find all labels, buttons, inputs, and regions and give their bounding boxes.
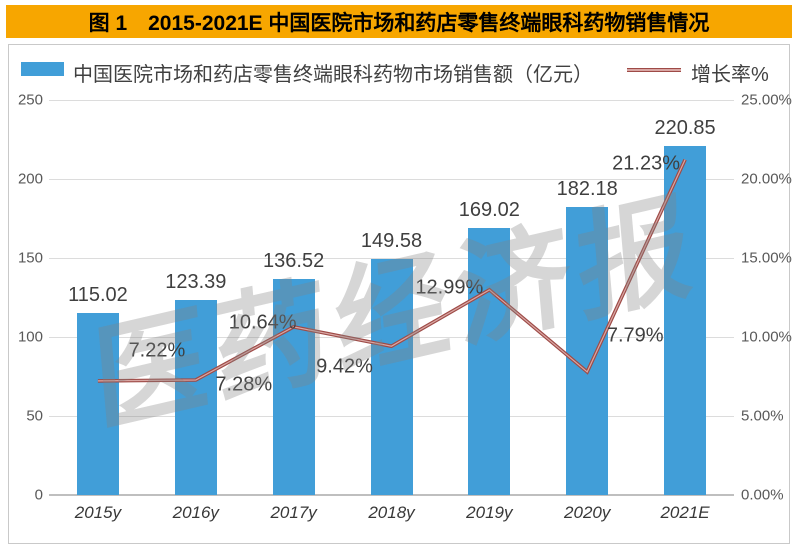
- growth-rate-label: 12.99%: [415, 276, 484, 299]
- x-axis-category-label: 2018y: [368, 503, 415, 522]
- x-axis-line: [49, 494, 734, 496]
- left-axis-tick-label: 0: [34, 486, 43, 504]
- growth-rate-label: 10.64%: [228, 311, 297, 334]
- x-axis-category-label: 2020y: [564, 503, 611, 522]
- bar-value-label: 169.02: [458, 198, 520, 221]
- bar: [76, 313, 119, 495]
- left-axis-tick-label: 100: [17, 328, 43, 346]
- growth-rate-label: 9.42%: [316, 355, 373, 378]
- right-axis-tick-label: 5.00%: [741, 407, 784, 425]
- left-axis-tick-label: 250: [17, 91, 43, 109]
- legend-bar-label: 中国医院市场和药店零售终端眼科药物市场销售额（亿元）: [73, 64, 593, 86]
- right-axis-tick-label: 15.00%: [741, 249, 792, 267]
- legend-line-swatch: [627, 68, 681, 72]
- bar-value-label: 149.58: [360, 229, 423, 252]
- figure-title: 图 1 2015-2021E 中国医院市场和药店零售终端眼科药物销售情况: [88, 11, 710, 35]
- legend-bar-swatch: [21, 62, 64, 76]
- bar-value-label: 182.18: [556, 178, 618, 201]
- legend-line-label: 增长率%: [691, 64, 769, 86]
- bar-value-label: 115.02: [68, 284, 128, 307]
- bar: [664, 146, 707, 495]
- growth-rate-label: 7.79%: [606, 324, 664, 347]
- growth-rate-label: 7.22%: [128, 339, 186, 362]
- x-axis-category-label: 2015y: [74, 503, 122, 522]
- x-axis-category-label: 2021E: [660, 503, 710, 522]
- growth-rate-label: 21.23%: [612, 152, 680, 175]
- figure-title-bar: 图 1 2015-2021E 中国医院市场和药店零售终端眼科药物销售情况: [6, 5, 792, 38]
- bar: [566, 207, 609, 495]
- right-axis-tick-label: 20.00%: [741, 170, 792, 188]
- bar-value-label: 220.85: [654, 117, 716, 140]
- gridline: [49, 100, 734, 101]
- right-axis-tick-label: 0.00%: [741, 486, 784, 504]
- right-axis-tick-label: 10.00%: [741, 328, 792, 346]
- bar-value-label: 136.52: [263, 250, 325, 273]
- x-axis-category-label: 2017y: [270, 503, 317, 522]
- growth-rate-label: 7.28%: [215, 373, 273, 396]
- bar: [174, 300, 217, 495]
- left-axis-tick-label: 50: [26, 407, 43, 425]
- bar: [370, 258, 413, 495]
- chart-panel: 中国医院市场和药店零售终端眼科药物市场销售额（亿元） 增长率% 0 0.00% 50…: [8, 44, 792, 544]
- left-axis-tick-label: 200: [17, 170, 43, 188]
- x-axis-category-label: 2019y: [466, 503, 513, 522]
- bar: [468, 227, 511, 495]
- right-axis-tick-label: 25.00%: [741, 91, 792, 109]
- bar-value-label: 123.39: [165, 271, 227, 294]
- left-axis-tick-label: 150: [17, 249, 43, 267]
- gridline: [49, 179, 734, 180]
- x-axis-category-label: 2016y: [172, 503, 219, 522]
